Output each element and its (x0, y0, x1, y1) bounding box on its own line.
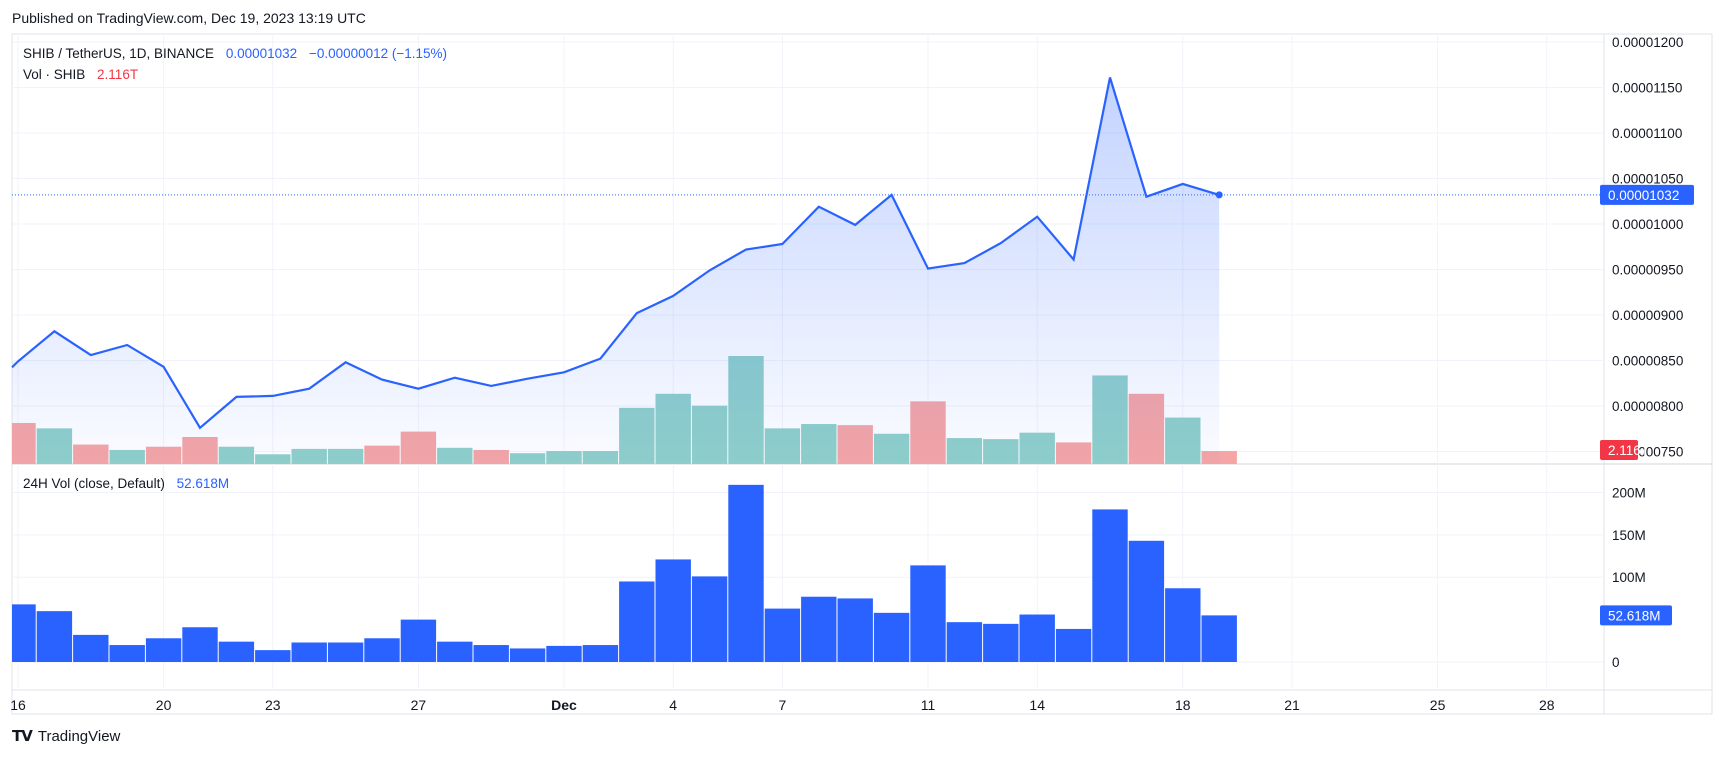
price-tick-label: 0.00000850 (1612, 353, 1683, 368)
indicator-bar (400, 619, 437, 662)
indicator-bar (873, 612, 910, 662)
time-tick-label: 11 (921, 697, 936, 713)
indicator-label: 24H Vol (close, Default) (23, 476, 165, 491)
time-tick-label: Dec (551, 697, 577, 713)
indicator-bar (291, 642, 327, 662)
price-tick-label: 0.00001050 (1612, 171, 1683, 186)
volume-label: Vol · SHIB (23, 67, 86, 82)
price-tick-label: 0.00001200 (1612, 35, 1683, 50)
price-tick-label: 0.00001000 (1612, 217, 1683, 232)
indicator-bar (691, 576, 728, 662)
last-price-dot (1215, 191, 1223, 199)
indicator-bar (983, 623, 1019, 662)
time-axis: 16 20 23 27 Dec 4 7 11 14 18 21 25 28 (10, 697, 1555, 713)
indicator-bar (946, 622, 983, 662)
indicator-axis: 200M 150M 100M 0 (1612, 485, 1646, 670)
indicator-bar (619, 581, 655, 662)
indicator-bar (837, 598, 873, 662)
time-tick-label: 4 (669, 697, 677, 713)
indicator-bar (1019, 614, 1055, 662)
indicator-bar (36, 611, 73, 662)
indicator-bar (1055, 628, 1092, 662)
time-tick-label: 16 (10, 697, 26, 713)
indicator-bar (473, 645, 509, 662)
indicator-value: 52.618M (176, 476, 230, 491)
time-tick-label: 28 (1539, 697, 1555, 713)
time-tick-label: 23 (265, 697, 281, 713)
last-price-badge-box (1600, 184, 1694, 205)
indicator-bars (12, 484, 1237, 662)
indicator-legend: 24H Vol (close, Default) 52.618M (23, 476, 237, 491)
indicator-tick-label: 100M (1612, 570, 1646, 585)
indicator-bar (182, 627, 218, 662)
indicator-bar (255, 650, 291, 662)
price-tick-label: 0.00001100 (1612, 126, 1682, 141)
price-area-fill (12, 77, 1220, 464)
time-tick-label: 18 (1175, 697, 1191, 713)
tradingview-logo-icon: 𝗧𝗩 (12, 728, 33, 745)
indicator-bar (728, 484, 764, 662)
value-badges: 0.00001032 2.116T 52.618M (1600, 184, 1694, 626)
price-change: −0.00000012 (−1.15%) (308, 46, 448, 61)
indicator-bar (582, 645, 619, 662)
symbol-name: SHIB / TetherUS, 1D, BINANCE (23, 46, 215, 61)
indicator-bar (12, 604, 36, 662)
volume-badge-text: 2.116T (1608, 443, 1649, 458)
indicator-bar (509, 648, 546, 662)
indicator-bar (364, 638, 400, 662)
volume-legend: Vol · SHIB 2.116T (23, 67, 146, 82)
indicator-bar (655, 559, 691, 662)
indicator-tick-label: 0 (1612, 655, 1620, 670)
tradingview-logo[interactable]: 𝗧𝗩 TradingView (12, 727, 121, 746)
tradingview-logo-text: TradingView (37, 727, 121, 745)
time-tick-label: 7 (779, 697, 787, 713)
indicator-bar (327, 642, 364, 662)
price-area (12, 77, 1220, 464)
time-tick-label: 25 (1430, 697, 1446, 713)
indicator-bar (437, 641, 473, 662)
indicator-bar (1128, 540, 1165, 662)
indicator-tick-label: 200M (1612, 485, 1646, 500)
price-tick-label: 0.00001150 (1612, 80, 1682, 95)
indicator-bar (1092, 509, 1128, 662)
price-tick-label: 0.00000800 (1612, 399, 1683, 414)
price-line (11, 77, 1604, 430)
price-tick-label: 0.00000900 (1612, 308, 1683, 323)
time-tick-label: 27 (411, 697, 427, 713)
time-tick-label: 14 (1029, 697, 1045, 713)
published-caption: Published on TradingView.com, Dec 19, 20… (12, 10, 366, 26)
indicator-bar (73, 634, 109, 662)
symbol-legend: SHIB / TetherUS, 1D, BINANCE 0.00001032 … (23, 46, 455, 61)
volume-badge-box (1600, 440, 1638, 460)
price-tick-label: 0.00000950 (1612, 262, 1683, 277)
indicator-bar (910, 565, 946, 662)
time-tick-label: 21 (1284, 697, 1300, 713)
volume-value: 2.116T (97, 67, 139, 82)
indicator-bar (109, 645, 145, 662)
indicator-bar (1201, 615, 1237, 662)
last-price-badge-text: 0.00001032 (1608, 188, 1679, 203)
last-price: 0.00001032 (225, 46, 298, 61)
price-line-path (11, 77, 1220, 430)
indicator-bar (218, 641, 255, 662)
indicator-bar (801, 596, 837, 662)
indicator-tick-label: 150M (1612, 528, 1646, 543)
price-axis: 0.00001200 0.00001150 0.00001100 0.00001050… (1612, 35, 1683, 459)
indicator-bar (764, 608, 801, 662)
indicator-bar (1165, 588, 1201, 662)
indicator-bar (546, 645, 582, 662)
time-tick-label: 20 (156, 697, 172, 713)
indicator-badge-text: 52.618M (1608, 608, 1661, 623)
indicator-bar (145, 638, 182, 662)
indicator-badge-box (1600, 605, 1672, 626)
